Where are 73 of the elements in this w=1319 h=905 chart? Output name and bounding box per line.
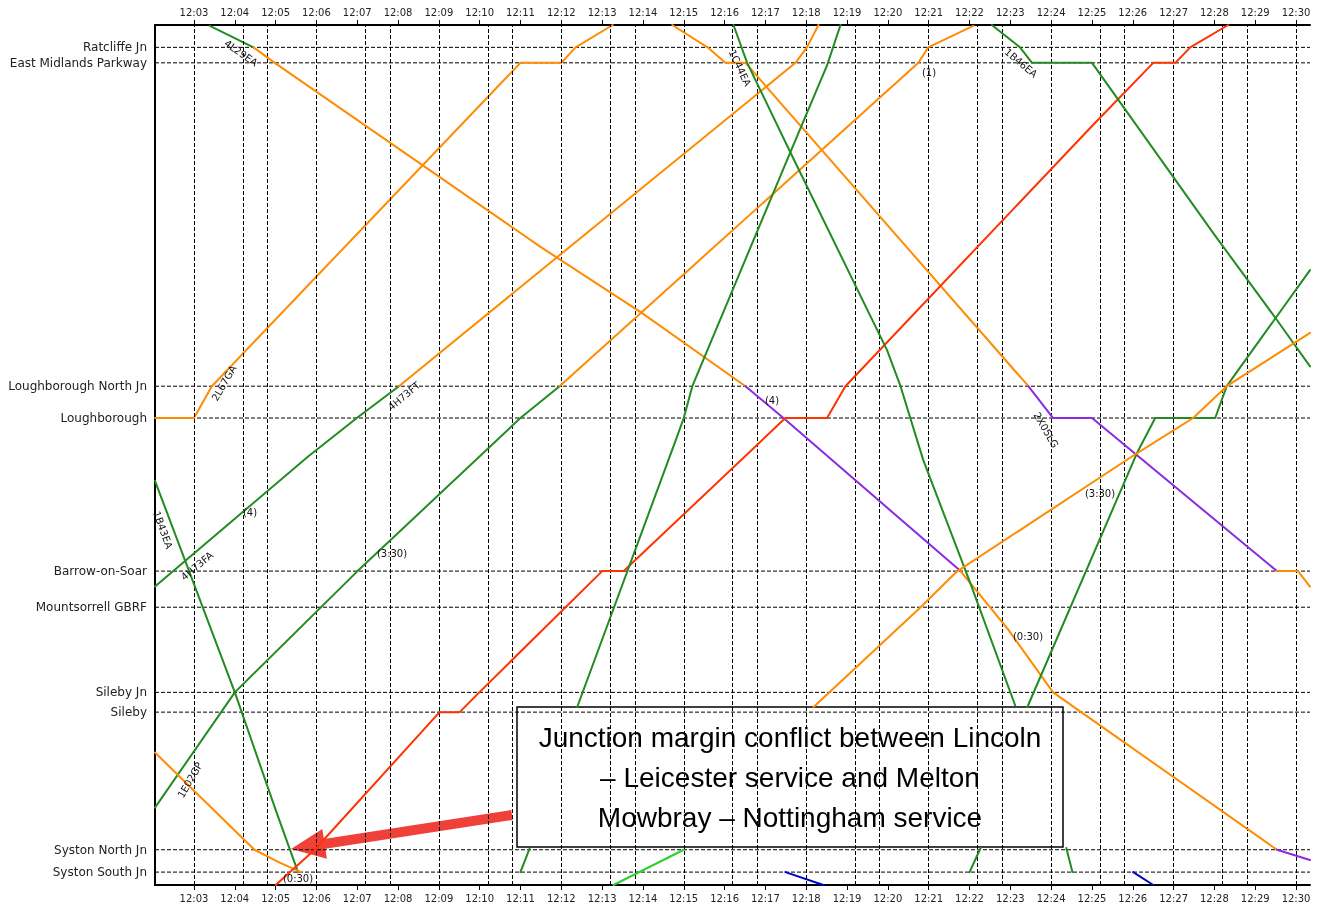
x-tick-label: 12:26 bbox=[1118, 892, 1148, 904]
x2-tick-label: 12:14 bbox=[628, 6, 658, 18]
x2-tick-label: 12:29 bbox=[1240, 6, 1270, 18]
x-tick-label: 12:08 bbox=[383, 892, 413, 904]
x2-tick-label: 12:04 bbox=[220, 6, 250, 18]
x-tick-label: 12:11 bbox=[506, 892, 535, 904]
x2-tick-label: 12:23 bbox=[995, 6, 1025, 18]
x2-tick-label: 12:10 bbox=[465, 6, 495, 18]
x2-tick-label: 12:19 bbox=[832, 6, 862, 18]
x2-tick-label: 12:07 bbox=[342, 6, 372, 18]
annotation: (1) bbox=[921, 66, 937, 78]
x-tick-label: 12:22 bbox=[955, 892, 984, 904]
x-tick-label: 12:29 bbox=[1240, 892, 1270, 904]
x2-tick-label: 12:18 bbox=[791, 6, 821, 18]
x-tick-label: 12:09 bbox=[424, 892, 454, 904]
x2-tick-label: 12:08 bbox=[383, 6, 413, 18]
x2-tick-label: 12:03 bbox=[179, 6, 209, 18]
ref-line-label: Mountsorrell GBRF bbox=[35, 600, 148, 615]
ref-line-label: Loughborough North Jn bbox=[8, 379, 147, 394]
x-tick-label: 12:15 bbox=[669, 892, 699, 904]
x2-tick-label: 12:27 bbox=[1159, 6, 1188, 18]
x-tick-label: 12:10 bbox=[465, 892, 495, 904]
x-tick-label: 12:16 bbox=[710, 892, 739, 904]
ref-line-label: Sileby Jn bbox=[95, 685, 147, 700]
x2-tick-label: 12:16 bbox=[710, 6, 739, 18]
x2-tick-label: 12:26 bbox=[1118, 6, 1148, 18]
x-tick-label: 12:14 bbox=[628, 892, 658, 904]
x-tick-label: 12:06 bbox=[301, 892, 331, 904]
ref-line-label: Loughborough bbox=[60, 411, 147, 426]
x-tick-label: 12:12 bbox=[546, 892, 576, 904]
x-tick-label: 12:04 bbox=[220, 892, 250, 904]
x2-tick-label: 12:05 bbox=[261, 6, 290, 18]
x2-tick-label: 12:30 bbox=[1281, 6, 1311, 18]
x-tick-label: 12:07 bbox=[342, 892, 372, 904]
x2-tick-label: 12:15 bbox=[669, 6, 699, 18]
x-tick-label: 12:27 bbox=[1159, 892, 1188, 904]
x-tick-label: 12:23 bbox=[995, 892, 1025, 904]
x2-tick-label: 12:22 bbox=[955, 6, 984, 18]
annotation: (0:30) bbox=[1012, 630, 1044, 642]
ref-line-label: Ratcliffe Jn bbox=[82, 40, 147, 55]
x2-tick-label: 12:17 bbox=[750, 6, 780, 18]
x-tick-label: 12:25 bbox=[1077, 892, 1107, 904]
x-tick-label: 12:18 bbox=[791, 892, 821, 904]
annotation: (3:30) bbox=[1084, 487, 1116, 499]
ref-line-label: Syston South Jn bbox=[52, 865, 147, 880]
x2-tick-label: 12:11 bbox=[506, 6, 535, 18]
annotation: (4) bbox=[764, 394, 780, 406]
x2-tick-label: 12:13 bbox=[587, 6, 617, 18]
x2-tick-label: 12:20 bbox=[873, 6, 903, 18]
x2-tick-label: 12:24 bbox=[1036, 6, 1066, 18]
x-tick-label: 12:24 bbox=[1036, 892, 1066, 904]
x2-tick-label: 12:25 bbox=[1077, 6, 1107, 18]
x-tick-label: 12:20 bbox=[873, 892, 903, 904]
annotation: (4) bbox=[242, 506, 258, 518]
ref-line-label: Syston North Jn bbox=[54, 842, 147, 857]
annotation: (3:30) bbox=[376, 547, 408, 559]
x-tick-label: 12:28 bbox=[1199, 892, 1229, 904]
x2-tick-label: 12:28 bbox=[1199, 6, 1229, 18]
x2-tick-label: 12:21 bbox=[914, 6, 944, 18]
x-tick-label: 12:30 bbox=[1281, 892, 1311, 904]
x-tick-label: 12:19 bbox=[832, 892, 862, 904]
x-tick-label: 12:17 bbox=[750, 892, 780, 904]
ref-line-label: Sileby bbox=[110, 705, 147, 720]
x-tick-label: 12:05 bbox=[261, 892, 290, 904]
ref-line-label: East Midlands Parkway bbox=[9, 55, 147, 70]
ref-line-label: Barrow-on-Soar bbox=[53, 564, 148, 579]
annotation: (0:30) bbox=[282, 872, 314, 884]
x2-tick-label: 12:06 bbox=[301, 6, 331, 18]
x2-tick-label: 12:12 bbox=[546, 6, 576, 18]
x2-tick-label: 12:09 bbox=[424, 6, 454, 18]
x-tick-label: 12:03 bbox=[179, 892, 209, 904]
x-tick-label: 12:21 bbox=[914, 892, 944, 904]
x-tick-label: 12:13 bbox=[587, 892, 617, 904]
